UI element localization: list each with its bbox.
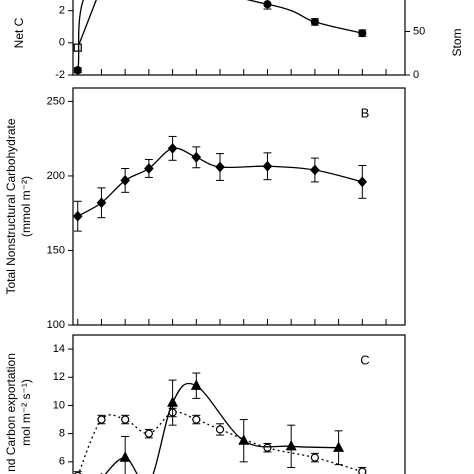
- marker: [310, 164, 320, 176]
- marker: [192, 415, 201, 424]
- y-tick-label: 100: [47, 319, 65, 331]
- y-tick-label: 8: [59, 428, 65, 440]
- y-tick-label: 10: [53, 399, 65, 411]
- marker: [73, 210, 83, 222]
- marker: [310, 453, 319, 462]
- series-line: [77, 411, 363, 474]
- plot-frame: [72, 87, 406, 326]
- y-tick-label: 14: [53, 343, 65, 355]
- plot-area: [73, 372, 367, 474]
- marker: [119, 451, 131, 462]
- series-line: [77, 0, 363, 71]
- marker: [215, 161, 225, 173]
- y-tick-label: 2: [59, 5, 65, 17]
- plot-area: [73, 0, 367, 75]
- marker: [167, 142, 178, 154]
- marker: [238, 434, 250, 445]
- y-tick-label: -2: [55, 69, 65, 81]
- marker: [357, 176, 368, 188]
- panel-label: C: [360, 352, 369, 367]
- y-axis-label: (mmol m⁻²): [19, 176, 33, 237]
- panel-label: B: [361, 105, 370, 120]
- plot-frame: [72, 334, 406, 474]
- marker: [73, 43, 82, 52]
- marker: [191, 151, 202, 163]
- y2-tick-label: 50: [413, 25, 425, 37]
- marker: [358, 29, 367, 38]
- plot-frame: [72, 0, 406, 76]
- marker: [190, 379, 202, 390]
- marker: [73, 66, 82, 75]
- marker: [358, 467, 367, 474]
- marker: [96, 197, 107, 209]
- marker: [263, 0, 272, 9]
- y-tick-label: 12: [53, 371, 65, 383]
- marker: [285, 440, 297, 451]
- marker: [215, 425, 225, 434]
- y-tick-label: 0: [59, 37, 65, 49]
- marker: [144, 429, 153, 438]
- y-axis-label: mol m⁻² s⁻¹): [19, 379, 33, 446]
- series-line: [77, 147, 363, 217]
- marker: [120, 175, 130, 186]
- y-tick-label: 6: [59, 456, 65, 468]
- y-axis-label: Total Nonstructural Carbohydrate: [4, 118, 18, 294]
- marker: [121, 415, 130, 424]
- y2-tick-label: 0: [413, 69, 419, 81]
- y-tick-label: 150: [47, 244, 65, 256]
- y-tick-label: 200: [47, 170, 65, 182]
- plot-area: [73, 135, 368, 232]
- marker: [167, 396, 179, 407]
- y-axis-label: Net C: [12, 17, 26, 48]
- marker: [310, 17, 319, 27]
- marker: [97, 415, 106, 424]
- marker: [262, 160, 273, 172]
- marker: [333, 441, 345, 452]
- marker: [263, 443, 272, 452]
- y2-axis-label: Stom: [450, 28, 464, 56]
- y-tick-label: 250: [47, 95, 65, 107]
- y-axis-label: nd Carbon exportation: [4, 353, 18, 472]
- marker: [144, 163, 154, 174]
